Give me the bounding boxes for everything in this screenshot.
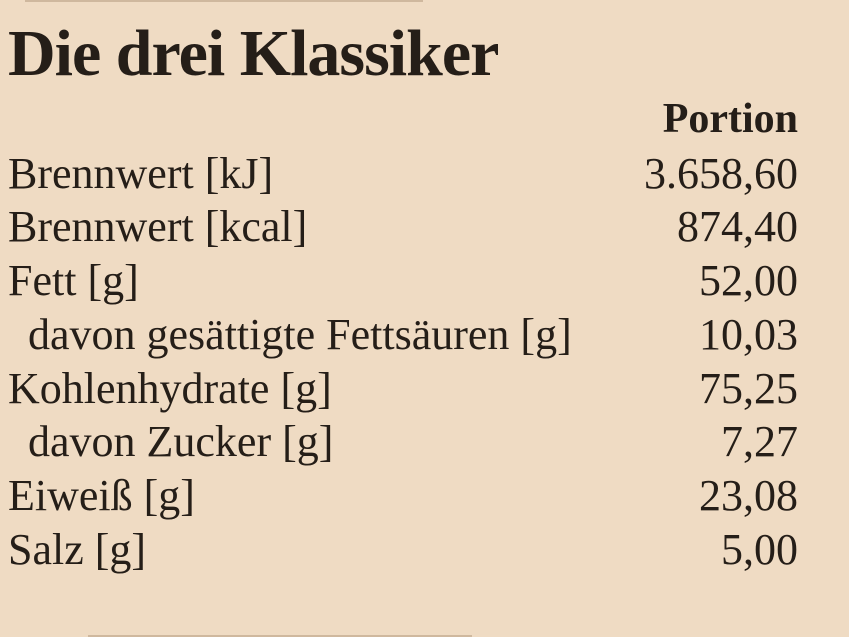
table-row: Fett [g] 52,00	[0, 254, 849, 308]
row-value: 3.658,60	[644, 148, 798, 198]
nutrition-table: Portion Brennwert [kJ] 3.658,60 Brennwer…	[0, 93, 849, 576]
table-row: Brennwert [kJ] 3.658,60	[0, 147, 849, 201]
table-row: Kohlenhydrate [g] 75,25	[0, 362, 849, 416]
row-value: 75,25	[699, 363, 798, 413]
table-row: Brennwert [kcal] 874,40	[0, 200, 849, 254]
table-header-row: Portion	[0, 93, 849, 147]
row-label: Brennwert [kcal]	[8, 202, 308, 252]
bottom-rule	[88, 635, 472, 637]
table-row: Eiweiß [g] 23,08	[0, 469, 849, 523]
row-value: 5,00	[721, 524, 798, 574]
table-row: davon gesättigte Fettsäuren [g] 10,03	[0, 308, 849, 362]
top-rule	[25, 0, 423, 2]
row-label: davon gesättigte Fettsäuren [g]	[28, 309, 572, 359]
row-value: 7,27	[721, 417, 798, 467]
row-label: davon Zucker [g]	[28, 417, 334, 467]
row-value: 23,08	[699, 470, 798, 520]
row-value: 874,40	[677, 202, 798, 252]
row-value: 52,00	[699, 256, 798, 306]
table-row: Salz [g] 5,00	[0, 523, 849, 577]
row-label: Fett [g]	[8, 256, 139, 306]
row-label: Brennwert [kJ]	[8, 148, 274, 198]
row-value: 10,03	[699, 309, 798, 359]
table-row: davon Zucker [g] 7,27	[0, 415, 849, 469]
row-label: Eiweiß [g]	[8, 470, 195, 520]
row-label: Salz [g]	[8, 524, 147, 574]
page-title: Die drei Klassiker	[8, 17, 499, 90]
column-header-portion: Portion	[662, 96, 798, 142]
row-label: Kohlenhydrate [g]	[8, 363, 332, 413]
